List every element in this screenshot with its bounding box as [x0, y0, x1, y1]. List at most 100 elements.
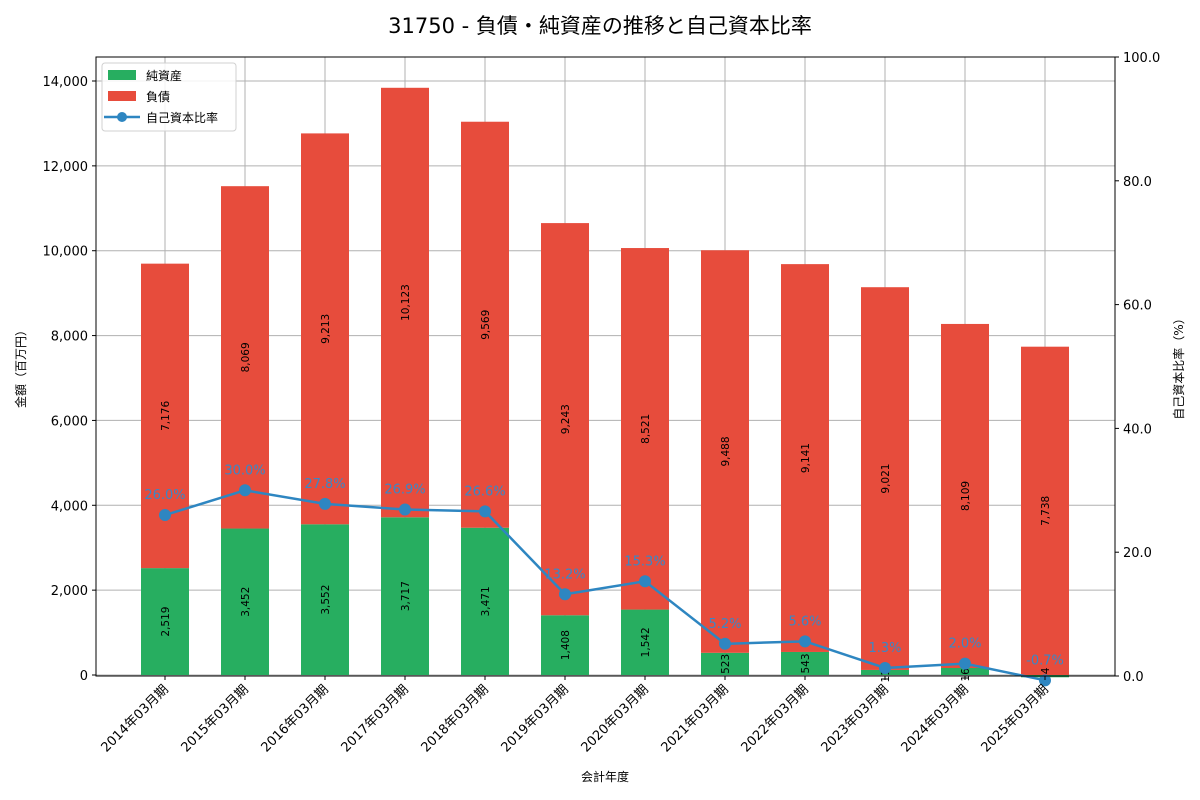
legend-label-equity-ratio: 自己資本比率	[146, 110, 218, 125]
left-axis-tick-label: 12,000	[43, 160, 89, 175]
left-axis-ticks: 0 2,000 4,000 6,000 8,000 10,000 12,000 14,000	[43, 75, 96, 684]
right-axis-tick-label: 40.0	[1123, 422, 1152, 437]
legend: 純資産 負債 自己資本比率	[101, 62, 237, 132]
liabilities-value-label: 9,243	[560, 404, 572, 434]
equity-ratio-line: 26.0% 30.0% 27.8% 26.9% 26.6% 13.2% 15.3% 5.2% 5…	[144, 463, 1064, 687]
equity-ratio-label: 26.6%	[464, 484, 505, 499]
x-axis-tick-label: 2023年03月期	[819, 682, 892, 755]
x-axis-tick-label: 2018年03月期	[419, 682, 492, 755]
equity-ratio-marker	[319, 497, 331, 510]
liabilities-value-label: 9,141	[800, 443, 812, 473]
net-assets-value-label: 3,471	[480, 586, 492, 616]
equity-ratio-marker	[1039, 674, 1051, 687]
bar-net-assets	[541, 615, 589, 675]
bar-liabilities	[541, 223, 589, 616]
equity-ratio-marker	[799, 635, 811, 648]
left-axis-tick-label: 2,000	[51, 584, 88, 599]
x-axis-tick-label: 2020年03月期	[579, 682, 652, 755]
legend-marker-icon	[117, 112, 127, 122]
bar-net-assets	[141, 568, 189, 675]
bar-net-assets	[941, 667, 989, 675]
bar-net-assets	[621, 609, 669, 675]
bar-liabilities	[461, 121, 509, 528]
y-axis-label: 金額（百万円）	[13, 324, 28, 408]
liabilities-value-label: 9,569	[480, 310, 492, 340]
right-axis-ticks: 0.0 20.0 40.0 60.0 80.0 100.0	[1115, 51, 1160, 685]
right-axis-tick-label: 0.0	[1123, 670, 1144, 685]
net-assets-value-label: 3,452	[240, 587, 252, 617]
bar-liabilities	[381, 87, 429, 518]
equity-ratio-label: 5.2%	[708, 617, 741, 632]
equity-ratio-label: 2.0%	[948, 637, 981, 652]
bar-liabilities	[221, 186, 269, 529]
x-axis-tick-label: 2022年03月期	[739, 682, 812, 755]
left-axis-tick-label: 0	[80, 669, 88, 684]
left-axis-tick-label: 10,000	[43, 245, 89, 260]
equity-ratio-label: 26.0%	[144, 488, 185, 503]
plot-frame	[95, 56, 1116, 677]
net-assets-value-label: 523	[720, 654, 732, 674]
legend-swatch-liabilities	[108, 91, 136, 101]
x-axis-tick-label: 2019年03月期	[499, 682, 572, 755]
equity-ratio-label: 26.9%	[384, 482, 425, 497]
bar-liabilities	[781, 264, 829, 652]
x-axis-tick-label: 2016年03月期	[259, 682, 332, 755]
equity-ratio-label: 1.3%	[868, 641, 901, 656]
equity-ratio-marker	[559, 588, 571, 601]
net-assets-value-label: 543	[800, 653, 812, 673]
legend-label-liabilities: 負債	[146, 89, 170, 104]
right-axis-tick-label: 20.0	[1123, 546, 1152, 561]
legend-swatch-net-assets	[108, 70, 136, 80]
left-axis-tick-label: 6,000	[51, 414, 88, 429]
bar-net-assets	[381, 517, 429, 675]
equity-ratio-label: 27.8%	[304, 477, 345, 492]
bar-net-assets	[461, 527, 509, 675]
left-axis-tick-label: 8,000	[51, 330, 88, 345]
left-axis-tick-label: 4,000	[51, 499, 88, 514]
bar-net-assets	[701, 652, 749, 675]
x-axis-tick-label: 2014年03月期	[99, 682, 172, 755]
equity-ratio-label: 15.3%	[624, 554, 665, 569]
bar-series: 2,519 7,176 3,452 8,069 3,552 9,213 3,717 10,12…	[141, 87, 1069, 685]
x-axis-tick-label: 2025年03月期	[979, 682, 1052, 755]
right-axis-tick-label: 80.0	[1123, 175, 1152, 190]
bar-liabilities	[941, 323, 989, 668]
equity-ratio-marker	[639, 575, 651, 588]
liabilities-value-label: 8,521	[640, 414, 652, 444]
equity-ratio-label: 5.6%	[788, 614, 821, 629]
liabilities-value-label: 9,488	[720, 436, 732, 466]
equity-ratio-marker	[879, 661, 891, 674]
legend-label-net-assets: 純資産	[146, 68, 182, 83]
bar-net-assets	[221, 528, 269, 675]
bar-liabilities	[621, 248, 669, 610]
net-assets-value-label: 1,542	[640, 627, 652, 657]
equity-ratio-marker	[239, 484, 251, 497]
net-assets-value-label: 3,717	[400, 581, 412, 611]
liabilities-value-label: 9,021	[880, 464, 892, 494]
liabilities-value-label: 7,738	[1040, 496, 1052, 526]
net-assets-value-label: 3,552	[320, 585, 332, 615]
left-axis-tick-label: 14,000	[43, 75, 89, 90]
x-axis-label: 会計年度	[581, 769, 629, 784]
x-axis-tick-label: 2017年03月期	[339, 682, 412, 755]
bar-net-assets	[301, 524, 349, 675]
y2-axis-label: 自己資本比率（%）	[1171, 312, 1186, 419]
bar-net-assets	[781, 651, 829, 675]
equity-ratio-marker	[959, 657, 971, 670]
bar-liabilities	[861, 287, 909, 670]
right-axis-tick-label: 60.0	[1123, 299, 1152, 314]
liabilities-value-label: 10,123	[400, 284, 412, 321]
bar-liabilities	[301, 133, 349, 525]
liabilities-value-label: 7,176	[160, 401, 172, 431]
x-axis-ticks: 2014年03月期 2015年03月期 2016年03月期 2017年03月期 2018…	[99, 676, 1052, 756]
chart-title: 31750 - 負債・純資産の推移と自己資本比率	[388, 14, 812, 38]
x-axis-tick-label: 2024年03月期	[899, 682, 972, 755]
net-assets-value-label: 2,519	[160, 607, 172, 637]
x-axis-tick-label: 2021年03月期	[659, 682, 732, 755]
equity-ratio-marker	[399, 503, 411, 516]
equity-ratio-marker	[479, 505, 491, 518]
bar-liabilities	[701, 250, 749, 653]
liabilities-value-label: 8,069	[240, 342, 252, 372]
equity-ratio-label: 13.2%	[544, 567, 585, 582]
